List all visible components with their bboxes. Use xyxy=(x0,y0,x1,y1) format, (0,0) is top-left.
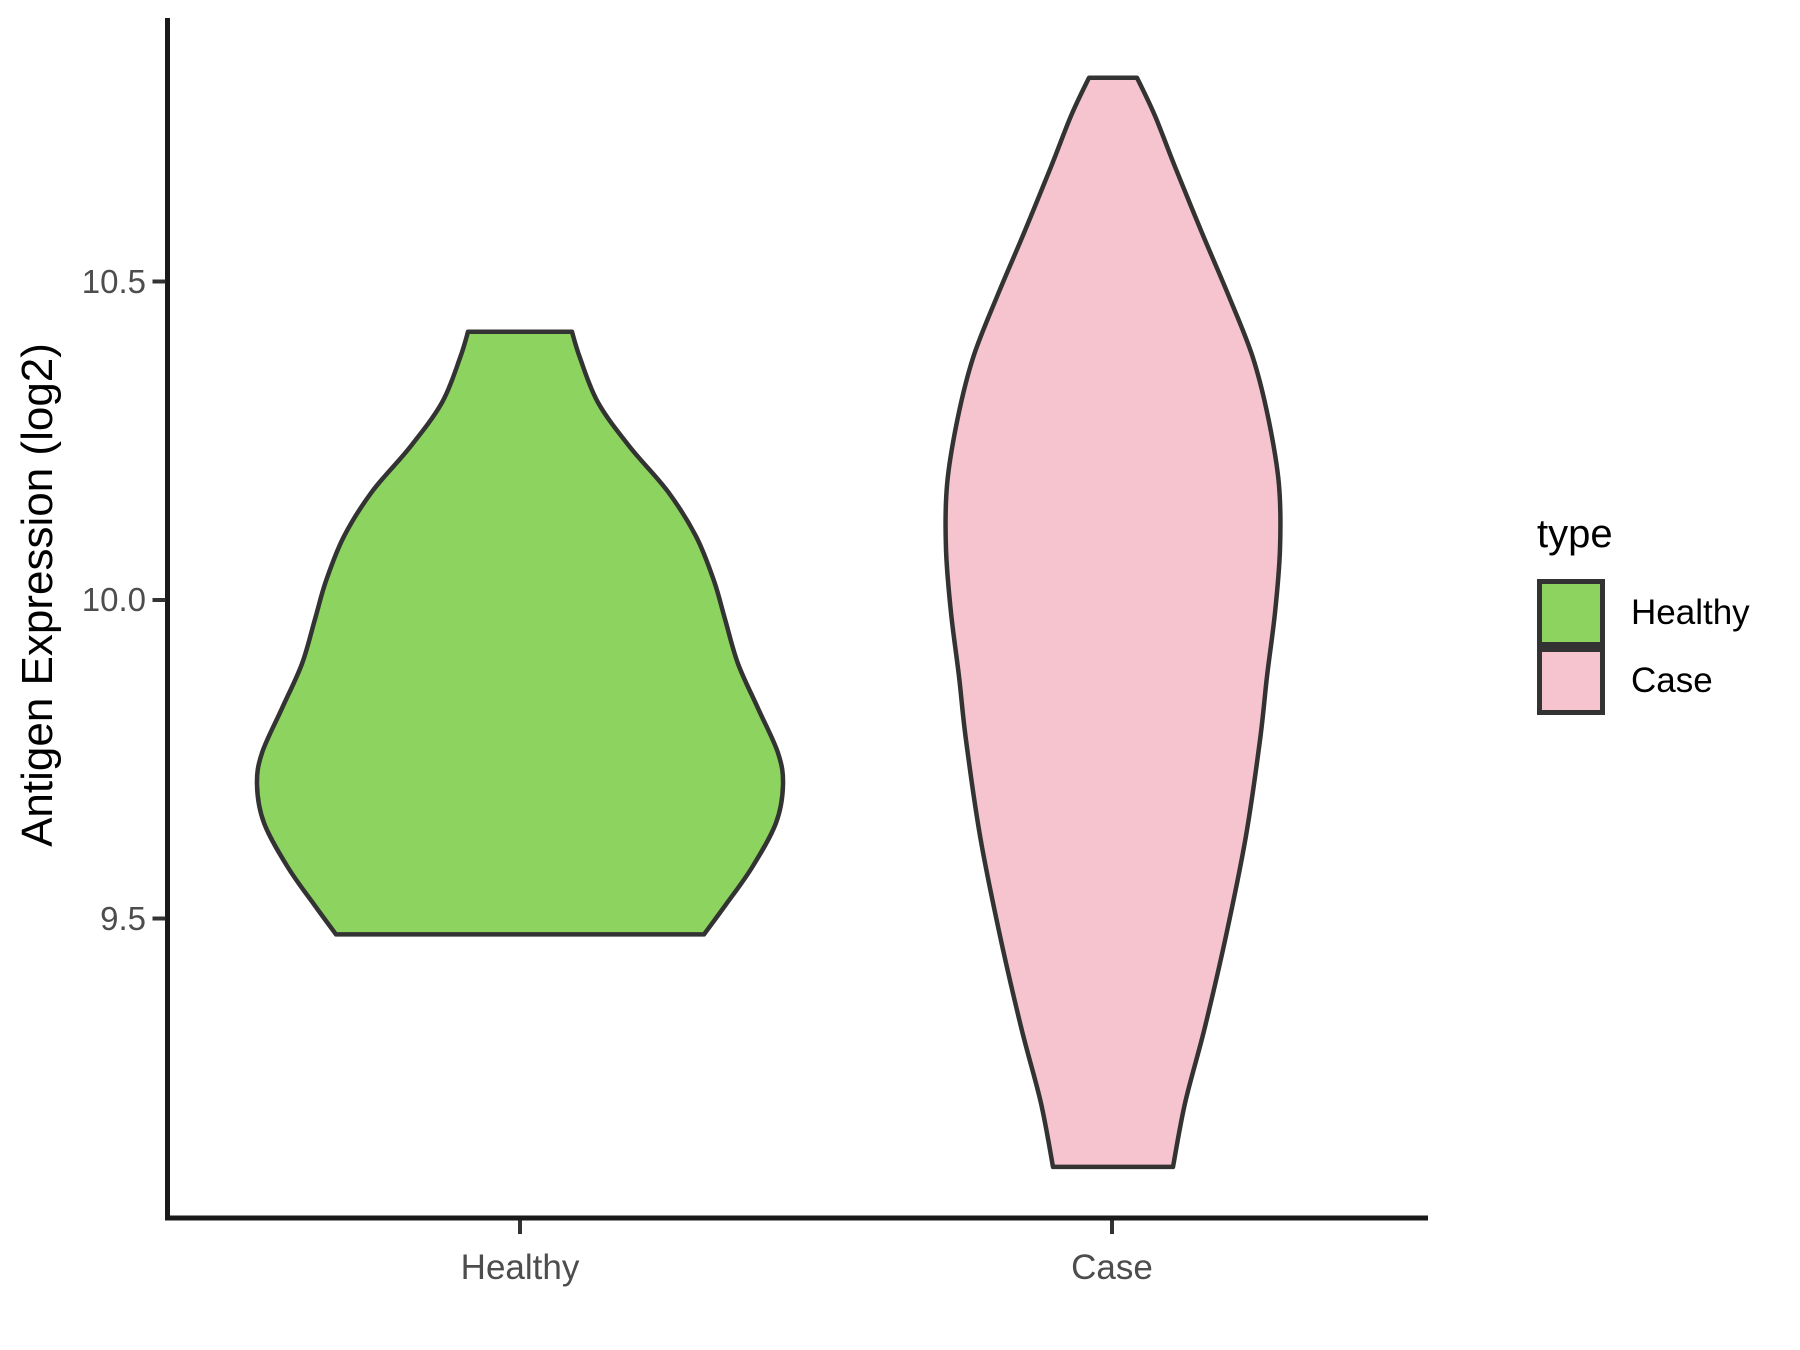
legend-key-healthy: Healthy xyxy=(1537,579,1797,647)
legend-title: type xyxy=(1537,512,1613,556)
legend: type Healthy Case xyxy=(1537,512,1797,715)
legend-swatch-healthy xyxy=(1537,579,1605,647)
y-tick-label: 10.5 xyxy=(81,262,146,300)
legend-label-case: Case xyxy=(1631,661,1713,700)
legend-swatch-case xyxy=(1537,647,1605,715)
y-tick-label: 10.0 xyxy=(81,581,146,618)
x-category-label: Healthy xyxy=(460,1248,580,1287)
legend-label-healthy: Healthy xyxy=(1631,593,1750,632)
violin-healthy xyxy=(254,329,786,937)
violin-case xyxy=(943,75,1283,1170)
x-category-label: Case xyxy=(1071,1248,1153,1287)
legend-key-case: Case xyxy=(1537,647,1797,715)
y-tick-label: 9.5 xyxy=(100,899,146,937)
y-axis-title: Antigen Expression (log2) xyxy=(13,343,62,847)
